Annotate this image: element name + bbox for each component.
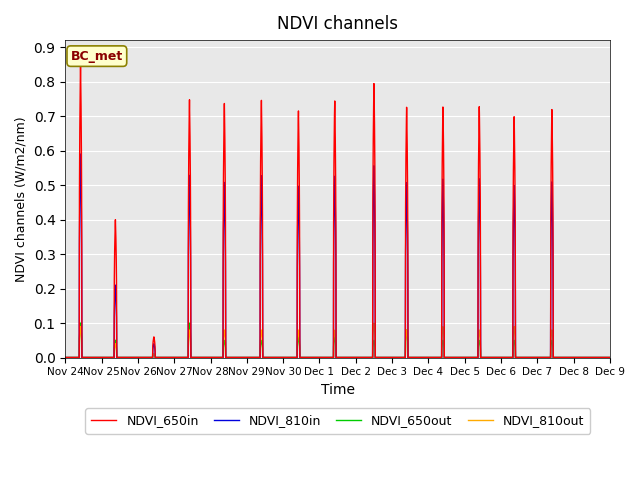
Title: NDVI channels: NDVI channels: [277, 15, 398, 33]
NDVI_810out: [266, 355, 273, 360]
Line: NDVI_810out: NDVI_810out: [65, 323, 610, 358]
NDVI_810out: [490, 355, 498, 360]
NDVI_810in: [178, 355, 186, 360]
NDVI_810in: [61, 355, 69, 360]
NDVI_810out: [178, 355, 186, 360]
Line: NDVI_810in: NDVI_810in: [65, 154, 610, 358]
Legend: NDVI_650in, NDVI_810in, NDVI_650out, NDVI_810out: NDVI_650in, NDVI_810in, NDVI_650out, NDV…: [85, 408, 590, 434]
NDVI_810out: [606, 355, 614, 360]
NDVI_810out: [413, 355, 420, 360]
X-axis label: Time: Time: [321, 383, 355, 397]
NDVI_650out: [61, 355, 69, 360]
NDVI_650in: [172, 355, 180, 360]
NDVI_810out: [370, 320, 378, 326]
NDVI_650in: [413, 355, 420, 360]
NDVI_650in: [604, 355, 612, 360]
NDVI_650in: [606, 355, 614, 360]
NDVI_810in: [604, 355, 612, 360]
Line: NDVI_650in: NDVI_650in: [65, 64, 610, 358]
NDVI_650in: [266, 355, 273, 360]
NDVI_810in: [413, 355, 420, 360]
NDVI_650out: [490, 355, 498, 360]
NDVI_650in: [61, 355, 69, 360]
Text: BC_met: BC_met: [71, 49, 123, 62]
NDVI_810out: [61, 355, 69, 360]
NDVI_650out: [413, 355, 420, 360]
NDVI_810in: [172, 355, 180, 360]
NDVI_810in: [606, 355, 614, 360]
NDVI_810in: [77, 151, 84, 157]
NDVI_650out: [178, 355, 186, 360]
Y-axis label: NDVI channels (W/m2/nm): NDVI channels (W/m2/nm): [15, 116, 28, 282]
NDVI_650out: [266, 355, 273, 360]
NDVI_810in: [490, 355, 498, 360]
NDVI_650out: [604, 355, 612, 360]
NDVI_810out: [604, 355, 612, 360]
NDVI_650in: [490, 355, 498, 360]
NDVI_650out: [606, 355, 614, 360]
NDVI_650out: [77, 320, 84, 326]
NDVI_650out: [172, 355, 180, 360]
NDVI_650in: [178, 355, 186, 360]
NDVI_810in: [266, 355, 273, 360]
NDVI_810out: [172, 355, 180, 360]
Line: NDVI_650out: NDVI_650out: [65, 323, 610, 358]
NDVI_650in: [77, 61, 84, 67]
